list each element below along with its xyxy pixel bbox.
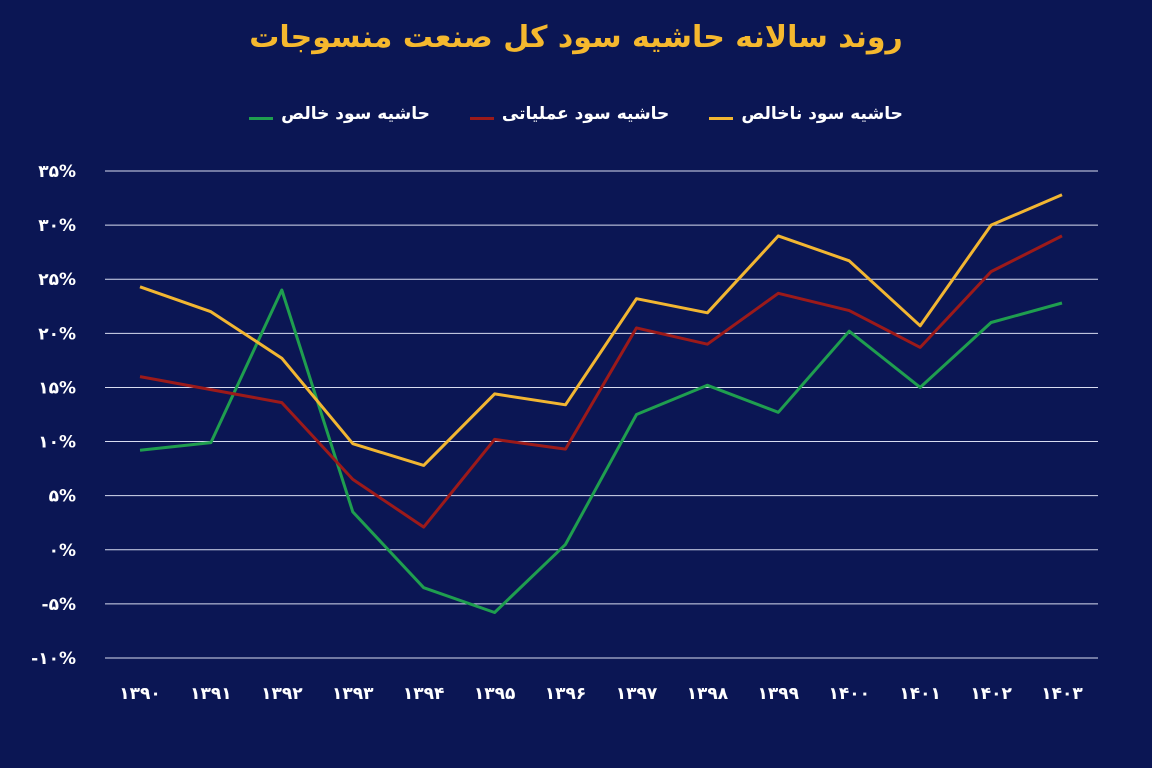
series-lines — [139, 193, 1063, 614]
legend-label-net: حاشیه سود خالص — [281, 104, 430, 124]
chart-title: روند سالانه حاشیه سود کل صنعت منسوجات — [249, 20, 903, 55]
y-tick-label: ۰% — [49, 541, 76, 561]
x-tick-label: ۱۳۹۰ — [119, 684, 161, 704]
legend-item-operating: حاشیه سود عملیاتی — [469, 104, 670, 124]
y-tick-label: ۲۵% — [38, 270, 76, 290]
legend-swatch-gross — [709, 116, 734, 120]
y-axis-ticks: -۱۰% -۵% ۰% ۵% ۱۰% ۱۵% ۲۰% ۲۵% ۳۰% ۳۵% — [31, 162, 76, 669]
grid-lines — [105, 170, 1098, 659]
y-tick-label: ۱۵% — [38, 378, 76, 398]
y-tick-label: ۲۰% — [38, 324, 76, 344]
x-tick-label: ۱۳۹۴ — [403, 684, 445, 704]
legend-swatch-net — [249, 116, 274, 120]
y-tick-label: -۱۰% — [31, 649, 76, 669]
x-tick-label: ۱۳۹۲ — [261, 684, 303, 704]
y-tick-label: ۳۰% — [38, 216, 76, 236]
x-axis-ticks: ۱۳۹۰ ۱۳۹۱ ۱۳۹۲ ۱۳۹۳ ۱۳۹۴ ۱۳۹۵ ۱۳۹۶ ۱۳۹۷ ۱۳۹۸ ۱۳۹۹… — [119, 684, 1083, 704]
legend-item-gross: حاشیه سود ناخالص — [709, 104, 903, 124]
x-tick-label: ۱۴۰۰ — [828, 684, 870, 704]
x-tick-label: ۱۳۹۹ — [758, 684, 800, 704]
series-line-gross — [139, 193, 1063, 467]
x-tick-label: ۱۳۹۵ — [474, 684, 516, 704]
x-tick-label: ۱۳۹۸ — [687, 684, 729, 704]
x-tick-label: ۱۳۹۶ — [545, 684, 587, 704]
x-tick-label: ۱۳۹۱ — [190, 684, 232, 704]
x-tick-label: ۱۴۰۲ — [970, 684, 1012, 704]
legend-label-gross: حاشیه سود ناخالص — [741, 104, 903, 124]
y-tick-label: -۵% — [42, 595, 76, 615]
legend-item-net: حاشیه سود خالص — [249, 104, 430, 124]
y-tick-label: ۵% — [49, 487, 76, 507]
legend-label-operating: حاشیه سود عملیاتی — [501, 104, 670, 124]
y-tick-label: ۱۰% — [38, 433, 76, 453]
legend: حاشیه سود ناخالص حاشیه سود عملیاتی حاشیه… — [0, 104, 1152, 124]
series-line-net — [139, 288, 1063, 614]
x-tick-label: ۱۴۰۱ — [899, 684, 941, 704]
legend-swatch-operating — [469, 116, 494, 120]
series-line-operating — [139, 234, 1063, 529]
y-tick-label: ۳۵% — [38, 162, 76, 182]
x-tick-label: ۱۳۹۳ — [332, 684, 374, 704]
x-tick-label: ۱۴۰۳ — [1041, 684, 1083, 704]
x-tick-label: ۱۳۹۷ — [616, 684, 658, 704]
